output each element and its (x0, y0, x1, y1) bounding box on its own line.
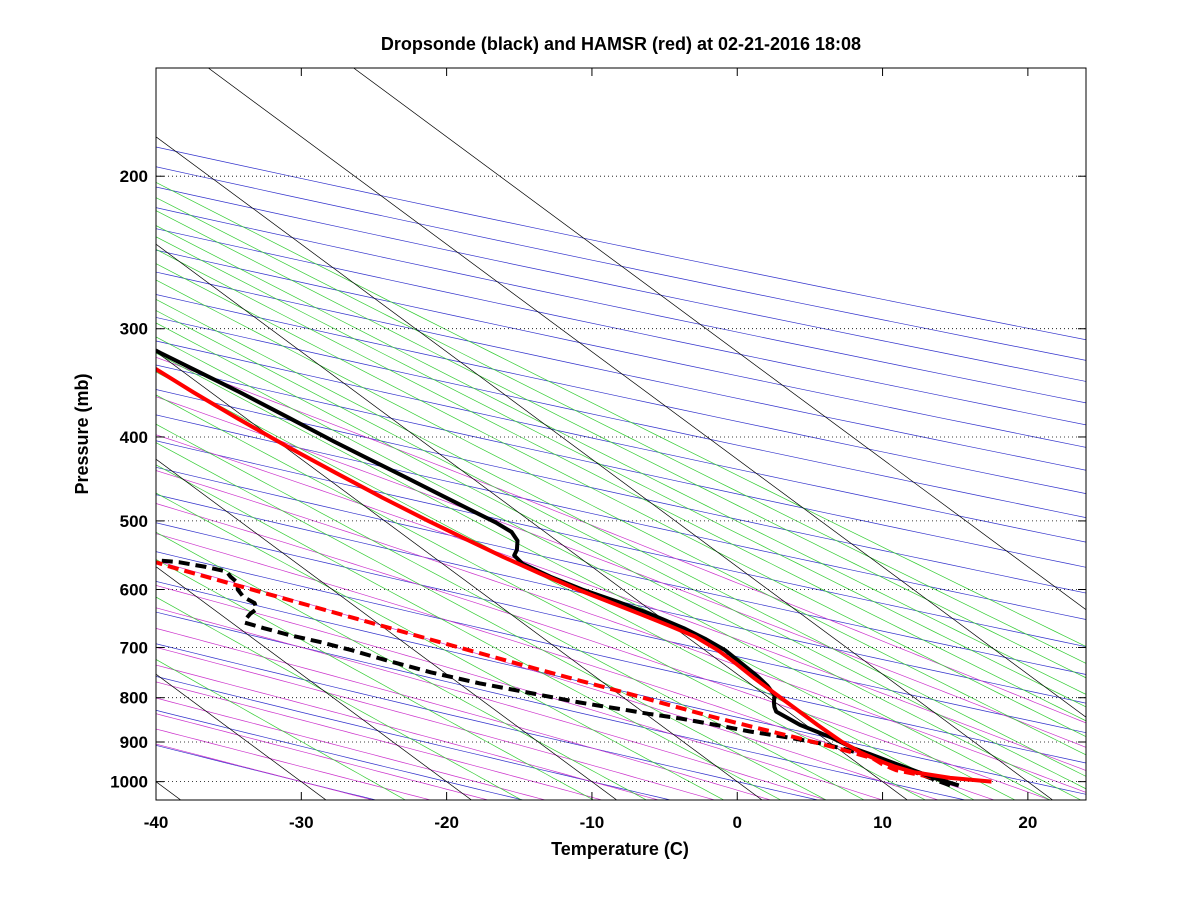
dry-adiabat-line (156, 271, 1086, 471)
y-tick-label: 600 (120, 580, 148, 599)
mixing-ratio-line (156, 182, 1086, 647)
dry-adiabat-line (156, 643, 820, 800)
mixing-ratio-line (156, 197, 1086, 664)
mixing-ratio-line (156, 659, 407, 800)
mixing-ratio-line (156, 442, 827, 800)
mixing-ratio-line (156, 596, 523, 800)
x-tick-label: -20 (434, 813, 459, 832)
dry-adiabat-line (156, 440, 1086, 648)
dry-adiabat-line (156, 186, 1086, 382)
mixing-ratio-line (156, 336, 1051, 800)
dry-adiabat-line (156, 709, 525, 800)
isotherm-line (156, 673, 327, 800)
moist-adiabat-line (156, 728, 432, 800)
mixing-ratio-line (156, 322, 1082, 800)
dry-adiabat-line (156, 294, 1086, 494)
mixing-ratio-line (156, 236, 1086, 708)
moist-adiabat-line (156, 743, 375, 800)
mixing-ratio-line (156, 263, 1086, 738)
mixing-ratio-line (156, 464, 782, 800)
moist-adiabat-line (156, 434, 1086, 771)
dry-adiabat-line (156, 146, 1086, 341)
plot-area (156, 68, 1086, 800)
plot-frame (155, 67, 1087, 801)
moist-adiabat-line (156, 585, 884, 800)
y-tick-label: 1000 (110, 773, 148, 792)
x-tick-label: -30 (289, 813, 314, 832)
mixing-ratio-line (156, 371, 976, 800)
dry-adiabat-line (156, 249, 1086, 448)
isotherm-line (156, 243, 908, 800)
moist-adiabat-line (156, 713, 490, 800)
x-axis-title: Temperature (C) (551, 839, 689, 859)
dry-adiabat-line (156, 494, 1086, 704)
moist-adiabat-line (156, 607, 828, 800)
moist-adiabat-line (156, 681, 604, 800)
hamsr-dewpoint-line (156, 560, 949, 784)
dry-adiabat-line (156, 676, 672, 800)
series-layer (156, 348, 992, 788)
hamsr-temperature-line (156, 366, 992, 784)
dry-adiabat-line (156, 466, 1086, 675)
dropsonde-temperature-line (156, 348, 960, 788)
dry-adiabat-line (156, 166, 1086, 361)
axis-ticks: -40 -30 -20 -10 0 10 20 200 300 400 500 600 700 800 90… (110, 68, 1086, 832)
x-tick-label: 0 (733, 813, 742, 832)
isotherm-line (207, 68, 1086, 718)
dry-adiabat-line (156, 414, 1086, 620)
mixing-ratio-line (156, 559, 595, 800)
moist-adiabat-line (156, 627, 772, 800)
dry-adiabat-line (156, 228, 1086, 426)
y-tick-label: 400 (120, 428, 148, 447)
isotherm-line (353, 68, 1086, 611)
moist-adiabat-line (156, 664, 660, 800)
dry-adiabat-line (156, 611, 967, 800)
moist-adiabat-line (156, 470, 1086, 793)
x-tick-label: 20 (1018, 813, 1037, 832)
y-tick-label: 500 (120, 512, 148, 531)
pressure-grid (156, 175, 1086, 782)
background-lines (156, 68, 1086, 800)
chart-title: Dropsonde (black) and HAMSR (red) at 02-… (381, 34, 861, 54)
mixing-ratio-line (156, 352, 1016, 800)
y-tick-label: 900 (120, 733, 148, 752)
isotherm-line (156, 351, 763, 800)
y-tick-label: 200 (120, 167, 148, 186)
dry-adiabat-line (156, 207, 1086, 404)
mixing-ratio-line (156, 210, 1086, 679)
moist-adiabat-line (156, 697, 547, 800)
moist-adiabat-line (156, 396, 1086, 748)
dry-adiabat-line (156, 581, 1086, 795)
x-tick-label: 10 (873, 813, 892, 832)
moist-adiabat-line (156, 646, 716, 800)
y-tick-label: 300 (120, 320, 148, 339)
moist-adiabat-line (156, 503, 1052, 800)
isotherm-line (156, 566, 473, 800)
dry-adiabat-line (156, 317, 1086, 518)
x-tick-label: -10 (580, 813, 605, 832)
dry-adiabat-line (156, 551, 1086, 764)
moist-adiabat-line (156, 356, 1086, 724)
y-axis-title: Pressure (mb) (72, 373, 92, 494)
y-tick-label: 700 (120, 638, 148, 657)
y-tick-label: 800 (120, 689, 148, 708)
isotherm-line (156, 136, 1054, 800)
mixing-ratio-line (156, 310, 1086, 790)
mixing-ratio-line (156, 248, 1086, 722)
x-tick-label: -40 (144, 813, 169, 832)
mixing-ratio-line (156, 225, 1086, 695)
